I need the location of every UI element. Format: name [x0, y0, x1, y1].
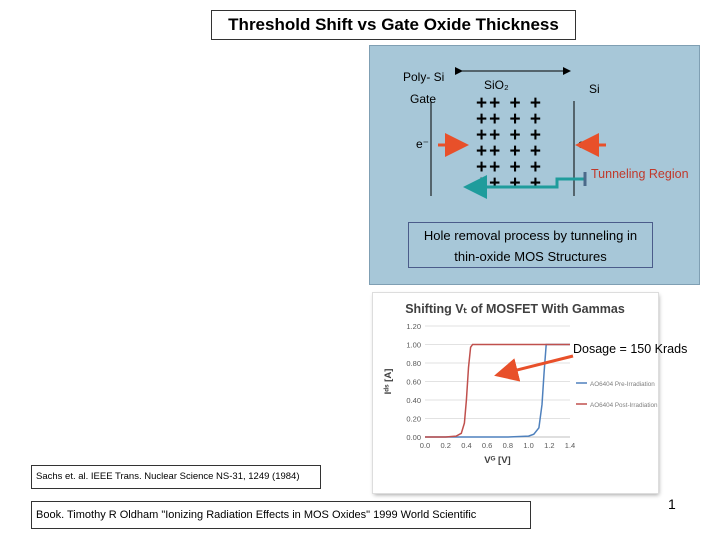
y-tick-label: 0.80 — [406, 359, 421, 368]
reference-sachs: Sachs et. al. IEEE Trans. Nuclear Scienc… — [31, 465, 321, 489]
positive-charge-column: ++ + + ++ + + ++ + + ++ + + ++ + + ++ + … — [476, 93, 543, 193]
x-tick-label: 0.4 — [461, 441, 471, 450]
x-tick-label: 1.0 — [523, 441, 533, 450]
dosage-label: Dosage = 150 Krads — [573, 342, 688, 356]
y-tick-label: 1.00 — [406, 341, 421, 350]
tunneling-region-label: Tunneling Region — [591, 167, 689, 181]
vt-shift-chart: Shifting Vₜ of MOSFET With Gammas 0.00 0.2… — [383, 302, 658, 466]
y-tick-label: 0.20 — [406, 415, 421, 424]
y-tick-label: 1.20 — [406, 322, 421, 331]
note-box: Hole removal process by tunneling in thi… — [408, 222, 653, 268]
gate-label: Gate — [410, 92, 437, 106]
plus-row: ++ + + — [476, 157, 543, 178]
sio2-label: SiO₂ — [484, 78, 509, 92]
slide-title: Threshold Shift vs Gate Oxide Thickness — [211, 10, 576, 40]
legend-label: AO6404 Post-Irradiation — [590, 402, 658, 409]
x-axis-label: Vᴳ [V] — [484, 455, 510, 466]
x-tick-label: 0.8 — [503, 441, 513, 450]
electron-left-label: e⁻ — [416, 137, 430, 151]
x-tick-label: 1.2 — [544, 441, 554, 450]
si-label: Si — [589, 82, 600, 96]
x-tick-label: 0.0 — [420, 441, 430, 450]
y-tick-label: 0.40 — [406, 396, 421, 405]
note-line-2: thin-oxide MOS Structures — [454, 249, 607, 264]
tunneling-diagram-panel: Poly- Si Gate SiO₂ Si e⁻ e⁻ Tunneling Re… — [369, 45, 700, 285]
x-tick-label: 0.2 — [440, 441, 450, 450]
chart-frame: Shifting Vₜ of MOSFET With Gammas 0.00 0.2… — [373, 293, 658, 493]
tunneling-arrow — [463, 175, 585, 199]
poly-si-label: Poly- Si — [403, 70, 445, 84]
plus-row: ++ + + — [476, 125, 543, 146]
plus-row: ++ + + — [476, 93, 543, 114]
diagram-arrows — [430, 67, 606, 199]
series-line — [425, 343, 570, 438]
reference-oldham: Book. Timothy R Oldham "Ionizing Radiati… — [31, 501, 531, 529]
x-tick-label: 1.4 — [565, 441, 575, 450]
page-number: 1 — [668, 496, 676, 512]
y-tick-label: 0.00 — [406, 433, 421, 442]
y-tick-label: 0.60 — [406, 378, 421, 387]
x-tick-label: 0.6 — [482, 441, 492, 450]
note-line-1: Hole removal process by tunneling in — [423, 228, 638, 243]
legend-label: AO6404 Pre-Irradiation — [590, 381, 655, 388]
chart-title: Shifting Vₜ of MOSFET With Gammas — [405, 302, 625, 316]
y-axis-label: Iᵈˢ [A] — [383, 369, 394, 395]
plus-row: ++ + + — [476, 141, 543, 162]
plus-row: ++ + + — [476, 109, 543, 130]
series-line — [425, 343, 570, 438]
